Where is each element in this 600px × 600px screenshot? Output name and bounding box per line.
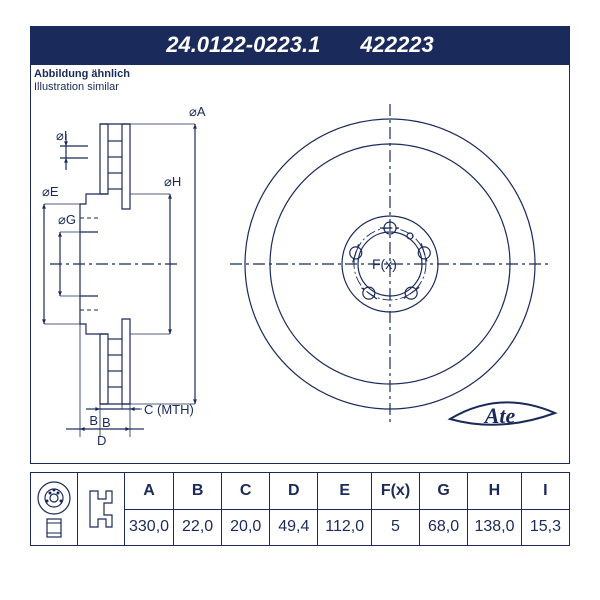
svg-text:Ate: Ate [483, 403, 516, 428]
col-value-E: 112,0 [318, 509, 372, 546]
col-value-Fx: 5 [371, 509, 419, 546]
svg-text:F(x): F(x) [372, 256, 397, 272]
col-value-H: 138,0 [468, 509, 522, 546]
col-header-D: D [270, 473, 318, 510]
short-code: 422223 [360, 32, 433, 58]
svg-text:⌀I: ⌀I [56, 128, 67, 143]
col-value-B: 22,0 [174, 509, 222, 546]
spec-table: ABCDEF(x)GHI 330,022,020,049,4112,0568,0… [30, 472, 570, 546]
col-value-D: 49,4 [270, 509, 318, 546]
disc-side-icon [78, 473, 125, 546]
col-header-G: G [420, 473, 468, 510]
svg-text:B: B [89, 413, 98, 428]
part-number: 24.0122-0223.1 [166, 32, 320, 58]
svg-text:⌀G: ⌀G [58, 212, 76, 227]
technical-drawing: F(x)⌀I⌀E⌀G⌀H⌀ADBBC (MTH)BAte [30, 64, 570, 464]
col-value-I: 15,3 [521, 509, 569, 546]
col-header-B: B [174, 473, 222, 510]
svg-text:C (MTH): C (MTH) [144, 402, 194, 417]
title-bar: 24.0122-0223.1 422223 [30, 26, 570, 64]
col-header-Fx: F(x) [371, 473, 419, 510]
col-header-C: C [222, 473, 270, 510]
col-header-I: I [521, 473, 569, 510]
col-value-A: 330,0 [125, 509, 174, 546]
col-header-H: H [468, 473, 522, 510]
svg-text:⌀A: ⌀A [189, 104, 206, 119]
disc-front-icon [31, 473, 78, 546]
col-header-E: E [318, 473, 372, 510]
svg-text:B: B [102, 415, 111, 430]
svg-text:D: D [97, 433, 106, 448]
svg-text:⌀H: ⌀H [164, 174, 181, 189]
svg-text:⌀E: ⌀E [42, 184, 59, 199]
col-value-C: 20,0 [222, 509, 270, 546]
col-header-A: A [125, 473, 174, 510]
col-value-G: 68,0 [420, 509, 468, 546]
